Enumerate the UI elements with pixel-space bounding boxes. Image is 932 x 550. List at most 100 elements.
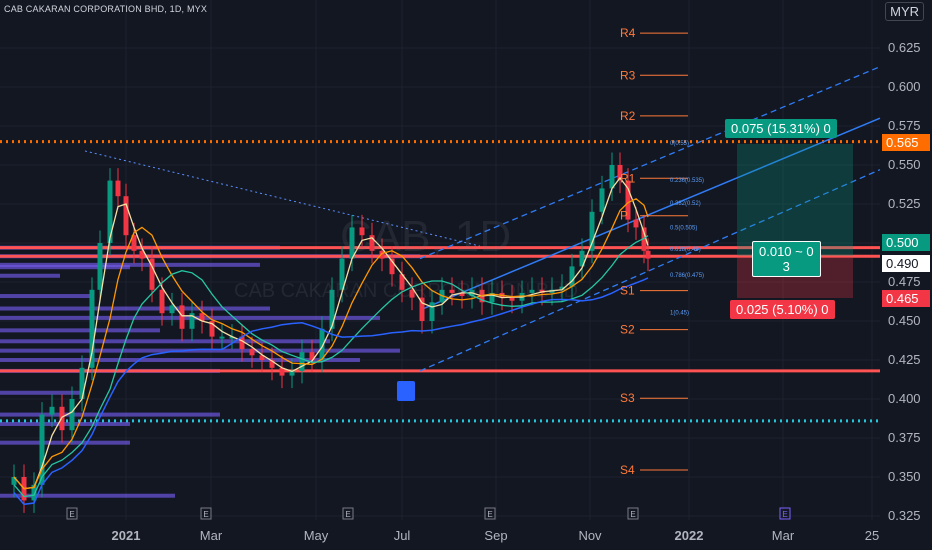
candle-body xyxy=(617,165,623,181)
fib-label: 0(0.55) xyxy=(670,141,689,147)
price-axis[interactable]: 0.6250.6000.5750.5500.5250.5000.4750.450… xyxy=(888,40,921,523)
candle-body xyxy=(279,367,285,376)
candle-body xyxy=(159,289,165,314)
earnings-marker-label: E xyxy=(203,510,208,519)
y-tick-label: 0.600 xyxy=(888,79,921,94)
volume-profile-bar xyxy=(0,358,360,362)
candle-body xyxy=(139,250,145,259)
y-tick-label: 0.325 xyxy=(888,508,921,523)
x-tick-label: Nov xyxy=(578,528,602,543)
y-tick-label: 0.625 xyxy=(888,40,921,55)
earnings-marker-label: E xyxy=(782,510,787,519)
fib-label: 0.5(0.505) xyxy=(670,225,697,231)
candle-body xyxy=(329,289,335,329)
y-tick-label: 0.550 xyxy=(888,157,921,172)
target-label: 0.075 (15.31%) 0 xyxy=(725,119,837,138)
candle-body xyxy=(399,274,405,290)
volume-profile-bar xyxy=(0,421,130,426)
volume-profile-bar xyxy=(0,294,90,299)
pivot-label: R1 xyxy=(620,171,636,185)
pivot-label: P xyxy=(620,209,628,223)
fib-label: 0.786(0.475) xyxy=(670,273,704,279)
x-tick-label: Mar xyxy=(200,528,223,543)
candle-body xyxy=(489,292,495,303)
x-tick-label: 25 xyxy=(865,528,879,543)
candle-body xyxy=(115,180,121,197)
y-tick-label: 0.450 xyxy=(888,313,921,328)
earnings-marker-label: E xyxy=(69,510,74,519)
candle-body xyxy=(529,289,535,293)
y-tick-label: 0.350 xyxy=(888,469,921,484)
candle-body xyxy=(69,399,75,431)
ma-medium xyxy=(13,198,649,490)
pivot-levels: R4 R3 R2 P R1 S1 S2 S3 S4 xyxy=(620,26,688,477)
candle-body xyxy=(319,328,325,360)
volume-profile-bar xyxy=(0,265,130,270)
candle-body xyxy=(79,367,85,399)
candle-body xyxy=(339,258,345,290)
y-tick-label: 0.575 xyxy=(888,118,921,133)
channel-lower xyxy=(419,169,881,372)
candles xyxy=(11,152,651,513)
candle-body xyxy=(249,349,255,356)
pivot-label: R3 xyxy=(620,68,636,82)
fib-label: 0.618(0.49) xyxy=(670,247,701,253)
candle-body xyxy=(409,289,415,298)
volume-profile-bar xyxy=(0,390,80,395)
time-axis[interactable]: 2021 Mar May Jul Sep Nov 2022 Mar 25 E E E E E E xyxy=(66,507,879,543)
volume-profile-bar xyxy=(0,262,260,267)
earnings-marker: E xyxy=(200,507,212,520)
earnings-marker: E xyxy=(342,507,354,520)
pivot-label: R2 xyxy=(620,109,636,123)
pivot-label: S3 xyxy=(620,391,635,405)
earnings-marker-box xyxy=(200,507,212,520)
earnings-marker: E xyxy=(627,507,639,520)
candle-body xyxy=(579,250,585,267)
candle-body xyxy=(169,305,175,314)
fib-label: 1(0.45) xyxy=(670,310,689,316)
y-tick-label: 0.375 xyxy=(888,430,921,445)
x-tick-label: Mar xyxy=(772,528,795,543)
earnings-marker: E xyxy=(779,507,791,520)
y-tick-label: 0.425 xyxy=(888,352,921,367)
earnings-marker-label: E xyxy=(487,510,492,519)
candle-body xyxy=(219,336,225,339)
rr-line-2: 3 xyxy=(782,259,790,274)
candle-body xyxy=(49,406,55,415)
x-tick-label: Jul xyxy=(394,528,411,543)
candle-body xyxy=(229,336,235,339)
candle-body xyxy=(179,305,185,329)
candle-body xyxy=(309,352,315,360)
pivot-label: S2 xyxy=(620,323,635,337)
risk-reward-label: 0.010 ~ 0 3 xyxy=(752,241,821,277)
candle-body xyxy=(589,211,595,251)
volume-profile-bar xyxy=(0,348,400,353)
pivot-label: R4 xyxy=(620,26,636,40)
x-tick-label: 2021 xyxy=(112,528,141,543)
fib-levels: 0(0.55) 0.236(0.535) 0.382(0.52) 0.5(0.505)… xyxy=(670,141,704,316)
price-tag-stop: 0.465 xyxy=(882,290,930,307)
chart-grid xyxy=(0,0,880,520)
currency-button[interactable]: MYR xyxy=(885,2,924,21)
x-tick-label: 2022 xyxy=(675,528,704,543)
earnings-marker-box xyxy=(779,507,791,520)
candle-body xyxy=(89,289,95,368)
volume-profile-bar xyxy=(0,412,220,417)
earnings-marker-box xyxy=(66,507,78,520)
candle-body xyxy=(609,165,615,189)
candle-body xyxy=(569,266,575,287)
candle-body xyxy=(625,180,631,220)
symbol-watermark: CAB, 1D xyxy=(340,212,512,261)
y-tick-label: 0.400 xyxy=(888,391,921,406)
alert-marker[interactable] xyxy=(397,381,415,401)
volume-profile-bar xyxy=(0,440,130,445)
candle-body xyxy=(97,243,103,290)
channel-mid xyxy=(419,117,881,311)
candle-body xyxy=(645,250,651,259)
ma-short xyxy=(13,176,649,490)
ma-long xyxy=(13,235,649,498)
long-position-target-zone[interactable] xyxy=(737,144,853,256)
x-tick-label: Sep xyxy=(484,528,507,543)
volume-profile-bar xyxy=(0,339,330,344)
